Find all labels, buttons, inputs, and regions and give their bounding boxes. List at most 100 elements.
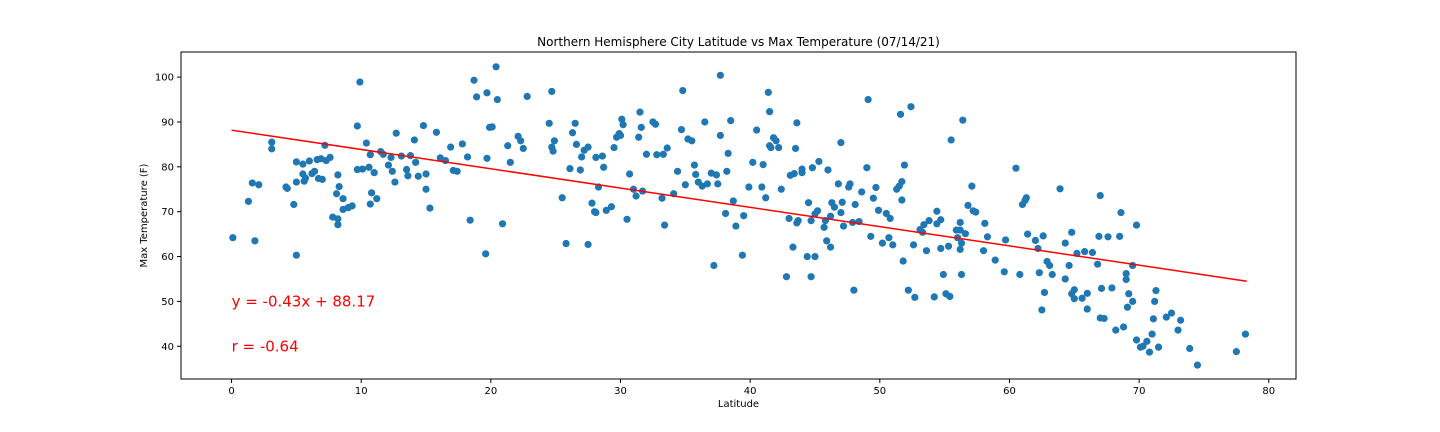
data-point	[714, 180, 722, 188]
data-point	[334, 171, 342, 179]
data-point	[659, 150, 667, 158]
data-point	[548, 87, 556, 96]
data-point	[864, 95, 872, 104]
data-point	[933, 207, 941, 215]
data-point	[724, 149, 732, 157]
axes-group: 0 10 20 30 40 50 60 70 80 40 50 60 70 80 90 100 Latitu…	[139, 51, 1297, 410]
data-point	[721, 209, 730, 218]
data-point	[738, 251, 746, 259]
data-point	[653, 151, 661, 159]
data-point	[823, 237, 831, 245]
data-point	[1040, 288, 1049, 297]
data-point	[716, 71, 724, 79]
data-point	[1174, 326, 1182, 334]
data-point	[925, 217, 933, 225]
data-point	[882, 209, 890, 218]
data-point	[663, 144, 671, 152]
data-point	[772, 137, 780, 145]
data-point	[292, 178, 300, 186]
data-point	[886, 214, 894, 223]
data-point	[1081, 248, 1089, 256]
data-point	[922, 247, 931, 255]
data-point	[1100, 314, 1108, 323]
data-point	[811, 252, 819, 261]
data-point	[1031, 236, 1039, 244]
data-point	[632, 192, 640, 200]
x-tick-label: 40	[744, 386, 757, 397]
data-point	[616, 131, 625, 140]
data-point	[826, 212, 835, 220]
data-point	[473, 93, 481, 101]
data-point	[1104, 233, 1112, 241]
x-tick-label: 30	[614, 386, 627, 397]
data-point	[348, 202, 356, 210]
data-point	[292, 158, 300, 166]
data-point	[889, 241, 897, 249]
data-point	[789, 243, 797, 251]
data-point	[592, 153, 600, 162]
data-point	[458, 140, 466, 148]
data-point	[635, 133, 643, 141]
data-point	[402, 165, 411, 174]
data-point	[1132, 336, 1141, 344]
data-point	[1046, 261, 1054, 270]
data-point	[453, 167, 461, 175]
data-point	[1070, 295, 1078, 303]
data-point	[244, 197, 253, 205]
data-point	[807, 273, 815, 281]
data-point	[463, 153, 472, 161]
data-point	[1068, 228, 1076, 236]
data-point	[759, 160, 767, 169]
x-tick-label: 20	[484, 386, 497, 397]
data-point	[387, 153, 395, 162]
data-point	[517, 137, 525, 145]
data-point	[874, 206, 883, 214]
data-point	[815, 157, 823, 166]
data-point	[837, 208, 845, 217]
data-point	[549, 147, 557, 155]
data-point	[1186, 344, 1194, 353]
data-point	[956, 245, 964, 253]
data-point	[900, 161, 909, 169]
data-point	[366, 200, 374, 208]
data-point	[673, 167, 682, 175]
data-point	[290, 200, 298, 209]
data-point	[410, 136, 418, 144]
data-point	[1012, 164, 1020, 172]
data-point	[283, 184, 291, 192]
data-point	[749, 158, 757, 166]
data-point	[777, 185, 785, 193]
data-point	[1083, 289, 1091, 297]
data-point	[959, 116, 967, 124]
data-point	[651, 120, 660, 128]
x-axis-label: Latitude	[718, 399, 759, 410]
data-point	[373, 195, 381, 203]
data-point	[1129, 261, 1137, 270]
chart-title: Northern Hemisphere City Latitude vs Max…	[537, 35, 940, 49]
data-point	[623, 215, 631, 223]
data-point	[519, 144, 527, 153]
data-point	[600, 163, 608, 171]
data-point	[740, 212, 748, 220]
data-point	[1122, 275, 1130, 284]
data-point	[716, 131, 724, 140]
data-point	[426, 204, 434, 212]
data-point	[937, 244, 945, 253]
data-point	[899, 257, 907, 265]
y-tick-label: 70	[161, 207, 174, 218]
data-point	[388, 167, 396, 175]
data-point	[637, 123, 645, 131]
data-point	[229, 234, 237, 242]
data-point	[504, 142, 512, 150]
data-point	[584, 240, 592, 249]
data-point	[1177, 316, 1185, 324]
data-point	[785, 214, 793, 223]
data-point	[550, 137, 559, 145]
data-point	[335, 182, 343, 191]
data-point	[1112, 326, 1120, 334]
data-point	[326, 153, 334, 162]
data-point	[506, 158, 514, 166]
x-tick-label: 50	[873, 386, 886, 397]
x-tick-label: 70	[1133, 386, 1146, 397]
